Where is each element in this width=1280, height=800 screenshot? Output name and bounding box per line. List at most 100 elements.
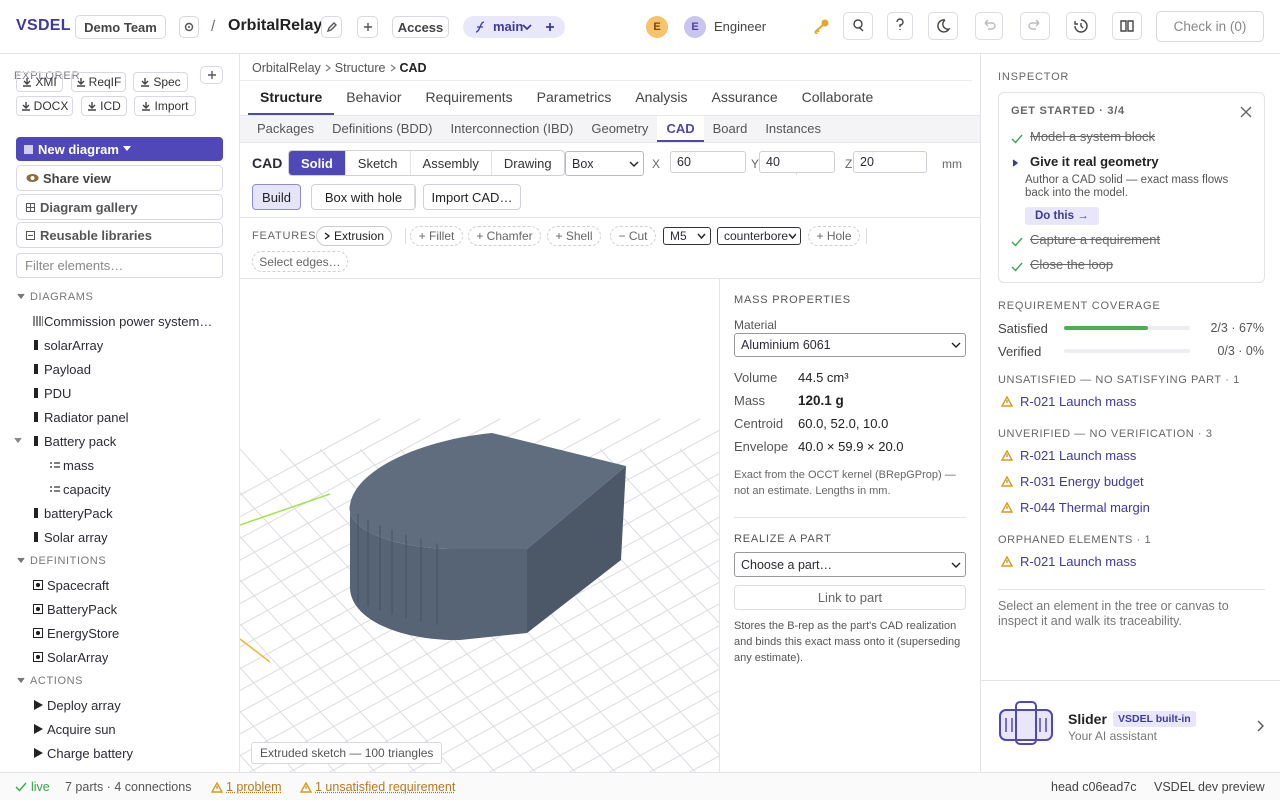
- head-commit: head c06ead7c: [1051, 780, 1137, 794]
- add-button[interactable]: [357, 16, 378, 38]
- tab[interactable]: Structure: [248, 81, 335, 115]
- close-icon[interactable]: [1240, 106, 1252, 118]
- workspace: OrbitalRelay Structure CAD Structure Behavi…: [240, 54, 980, 772]
- subtab[interactable]: Interconnection (IBD): [450, 121, 574, 136]
- docs-button[interactable]: [1112, 12, 1142, 40]
- item-icon: [34, 436, 38, 446]
- cad-action[interactable]: Box with hole: [311, 184, 416, 210]
- facets: [357, 514, 438, 625]
- history-button[interactable]: [1066, 12, 1096, 40]
- import-button[interactable]: XMI: [16, 72, 63, 92]
- mode-button[interactable]: Sketch: [344, 151, 410, 175]
- libraries-button[interactable]: Reusable libraries: [16, 222, 223, 248]
- access-button[interactable]: Access: [392, 16, 449, 38]
- part-select[interactable]: Choose a part…: [734, 552, 966, 577]
- chevron[interactable]: [1256, 720, 1264, 732]
- new-branch-icon[interactable]: [545, 22, 555, 32]
- tree-section[interactable]: ACTIONS: [0, 670, 83, 692]
- shape-select[interactable]: Box: [565, 151, 644, 176]
- team-settings[interactable]: [179, 16, 199, 38]
- undo-button[interactable]: [975, 12, 1003, 40]
- import-button[interactable]: ReqIF: [71, 72, 126, 92]
- import-button[interactable]: ICD: [81, 96, 127, 116]
- issue-link[interactable]: R-044 Thermal margin: [1001, 500, 1150, 515]
- tree-section[interactable]: DIAGRAMS: [0, 286, 93, 308]
- thread-select[interactable]: M5: [663, 227, 711, 245]
- crumb[interactable]: CAD: [399, 61, 427, 75]
- cad-action[interactable]: Build: [252, 184, 301, 210]
- select-edges-chip[interactable]: Select edges…: [252, 251, 348, 272]
- gallery-button[interactable]: Diagram gallery: [16, 194, 223, 220]
- unsatisfied-link[interactable]: 1 unsatisfied requirement: [300, 780, 455, 794]
- issue-link[interactable]: R-021 Launch mass: [1001, 394, 1136, 409]
- dim-input[interactable]: 60: [670, 151, 746, 173]
- mode-button[interactable]: Assembly: [409, 151, 491, 175]
- issue-link[interactable]: R-031 Energy budget: [1001, 474, 1144, 489]
- branch-name[interactable]: main: [493, 19, 524, 34]
- tab[interactable]: Requirements: [425, 89, 513, 105]
- dim-input[interactable]: 40: [759, 151, 835, 173]
- avatar[interactable]: E: [646, 16, 668, 38]
- team-button[interactable]: Demo Team: [75, 15, 166, 39]
- tab[interactable]: Analysis: [635, 89, 688, 105]
- feature-chip[interactable]: Extrusion: [316, 226, 392, 246]
- key-icon[interactable]: [812, 18, 830, 34]
- assistant-name[interactable]: Slider: [1068, 711, 1107, 727]
- hole-chip[interactable]: + Hole: [808, 226, 860, 246]
- import-button[interactable]: Spec: [133, 72, 188, 92]
- feature-chip[interactable]: + Chamfer: [468, 226, 541, 246]
- subtab[interactable]: Instances: [765, 121, 821, 136]
- issue-link[interactable]: R-021 Launch mass: [1001, 554, 1136, 569]
- hole-type-select[interactable]: counterbore: [717, 227, 801, 245]
- issue-title: UNVERIFIED — NO VERIFICATION · 3: [998, 428, 1213, 440]
- link-button[interactable]: Link to part: [734, 585, 966, 610]
- tab[interactable]: Collaborate: [801, 89, 874, 105]
- share-view-button[interactable]: Share view: [16, 165, 223, 191]
- tab[interactable]: Behavior: [346, 89, 402, 105]
- search-button[interactable]: [843, 12, 873, 40]
- filter-input[interactable]: Filter elements…: [16, 253, 223, 278]
- subtab[interactable]: CAD: [657, 116, 704, 142]
- import-button[interactable]: DOCX: [16, 96, 73, 116]
- redo-button[interactable]: [1020, 12, 1050, 40]
- help-button[interactable]: [887, 12, 913, 40]
- 3d-viewport[interactable]: [240, 279, 719, 772]
- item-label: batteryPack: [44, 505, 113, 521]
- subtab[interactable]: Board: [712, 121, 748, 136]
- branch-pill[interactable]: [463, 16, 565, 38]
- x-axis-line: [240, 638, 271, 663]
- feature-chip[interactable]: − Cut: [610, 226, 656, 246]
- add-element[interactable]: [200, 66, 223, 84]
- crumb[interactable]: Structure: [334, 61, 386, 75]
- brand[interactable]: VSDEL: [16, 17, 71, 34]
- subtab[interactable]: Packages: [257, 121, 315, 136]
- crumb[interactable]: OrbitalRelay: [252, 61, 321, 75]
- icon-path: [1012, 159, 1018, 167]
- tab[interactable]: Assurance: [711, 89, 778, 105]
- project-name[interactable]: OrbitalRelay: [228, 17, 323, 34]
- plus-icon: [363, 23, 372, 31]
- avatar[interactable]: E: [684, 16, 706, 38]
- mode-button[interactable]: Solid: [289, 151, 345, 175]
- rename-button[interactable]: [321, 16, 342, 38]
- issue-link[interactable]: R-021 Launch mass: [1001, 448, 1136, 463]
- label: ICD: [100, 99, 121, 113]
- summary: 7 parts · 4 connections: [65, 780, 192, 794]
- tab[interactable]: Parametrics: [536, 89, 612, 105]
- cad-action[interactable]: Import CAD…: [423, 184, 521, 210]
- step-action[interactable]: Do this →: [1025, 207, 1099, 225]
- chevron: [697, 233, 706, 239]
- material-select[interactable]: Aluminium 6061: [734, 333, 966, 357]
- feature-chip[interactable]: + Fillet: [410, 226, 463, 246]
- problems-link[interactable]: 1 problem: [211, 780, 282, 794]
- import-button[interactable]: Import: [134, 96, 196, 116]
- subtab[interactable]: Definitions (BDD): [332, 121, 433, 136]
- check-in-button[interactable]: Check in (0): [1156, 11, 1264, 42]
- theme-button[interactable]: [928, 12, 958, 40]
- feature-chip[interactable]: + Shell: [547, 226, 601, 246]
- new-diagram-button[interactable]: New diagram: [16, 137, 223, 161]
- dim-input[interactable]: 20: [853, 151, 927, 173]
- tree-section[interactable]: DEFINITIONS: [0, 550, 106, 572]
- mode-button[interactable]: Drawing: [490, 151, 564, 175]
- subtab[interactable]: Geometry: [591, 121, 649, 136]
